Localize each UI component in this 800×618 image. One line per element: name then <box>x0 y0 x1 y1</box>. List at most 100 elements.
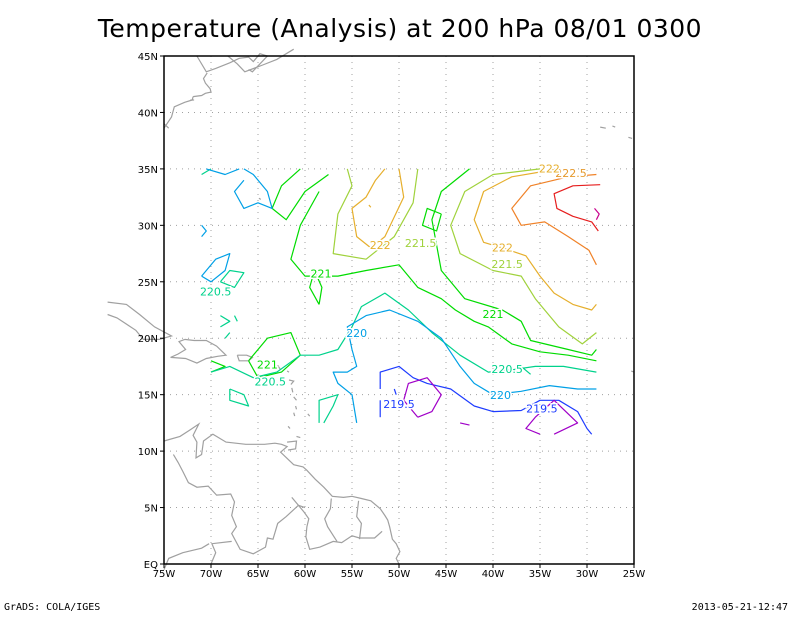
coastline <box>210 540 232 565</box>
y-tick-label: 5N <box>144 504 158 515</box>
coastline <box>296 435 301 439</box>
x-tick-label: 65W <box>247 569 270 580</box>
contour-line <box>511 173 597 266</box>
contour-line <box>271 168 329 221</box>
coastline <box>293 396 297 401</box>
contour-line <box>332 168 419 260</box>
coastline <box>612 125 616 128</box>
footer-credit: GrADS: COLA/IGES <box>4 602 101 613</box>
coastline <box>307 413 311 417</box>
contour-line <box>393 388 397 395</box>
contour-line <box>421 207 442 232</box>
contour-line <box>525 399 579 435</box>
coastline <box>286 370 290 373</box>
coastline <box>288 379 295 385</box>
contour-line <box>332 309 597 423</box>
coastline <box>227 48 295 73</box>
contour-line <box>224 332 231 339</box>
contour-label: 221 <box>257 359 278 372</box>
contour-line <box>379 365 593 435</box>
contour-line <box>431 168 597 356</box>
x-tick-label: 45W <box>435 569 458 580</box>
contour-label: 220 <box>490 389 511 402</box>
contour-line <box>594 208 600 220</box>
coastline <box>600 126 606 129</box>
contour-label: 219.5 <box>383 398 415 411</box>
contour-line <box>473 168 597 311</box>
coastline <box>258 197 262 200</box>
plot-frame <box>163 55 635 565</box>
contour-line <box>459 422 470 426</box>
coastline <box>163 543 210 570</box>
x-tick-label: 50W <box>388 569 411 580</box>
x-tick-label: 35W <box>529 569 552 580</box>
x-tick-label: 40W <box>482 569 505 580</box>
chart-title: Temperature (Analysis) at 200 hPa 08/01 … <box>97 14 703 43</box>
contour-label: 221 <box>310 267 331 280</box>
coastline <box>196 53 269 73</box>
contour-line <box>309 269 323 305</box>
contour-layer <box>201 168 601 435</box>
x-tick-label: 25W <box>623 569 646 580</box>
x-tick-label: 75W <box>153 569 176 580</box>
contour-line <box>318 394 339 424</box>
coastline <box>236 354 254 362</box>
axis-tick-layer: 75W 70W 65W 60W 55W 50W 45W 40W 35W 30W 25W EQ 5N 10N… <box>138 52 646 580</box>
contour-line <box>201 224 207 237</box>
contour-line <box>219 269 245 288</box>
coastline <box>287 440 298 451</box>
coastline <box>193 72 212 98</box>
contour-line <box>553 184 601 232</box>
y-tick-label: 30N <box>138 221 158 232</box>
contour-line <box>220 315 231 328</box>
contour-label: 220.5 <box>254 376 286 389</box>
contour-label: 222 <box>370 239 391 252</box>
coastline <box>287 425 291 429</box>
contour-line <box>450 168 597 345</box>
coastline <box>291 497 383 551</box>
contour-label: 221.5 <box>405 237 437 250</box>
y-tick-label: 45N <box>138 52 158 63</box>
contour-line <box>233 315 238 322</box>
contour-line <box>511 365 531 375</box>
contour-label: 222.5 <box>555 167 587 180</box>
coastline <box>170 338 228 364</box>
contour-line <box>368 204 372 208</box>
coastline <box>295 405 298 410</box>
contour-line <box>403 377 442 418</box>
contour-label: 220 <box>346 327 367 340</box>
y-tick-label: 10N <box>138 447 158 458</box>
contour-label: 220.5 <box>200 285 232 298</box>
footer-timestamp: 2013-05-21-12:47 <box>691 602 788 613</box>
y-tick-label: 25N <box>138 278 158 289</box>
contour-line <box>206 168 240 176</box>
x-tick-label: 70W <box>200 569 223 580</box>
coastline <box>324 498 338 542</box>
grid-layer <box>164 56 634 564</box>
contour-line <box>351 168 405 249</box>
contour-label: 221 <box>483 308 504 321</box>
x-tick-label: 30W <box>576 569 599 580</box>
coastline <box>107 301 174 340</box>
y-tick-label: 15N <box>138 391 158 402</box>
contour-line <box>229 388 250 407</box>
coastline <box>163 123 170 129</box>
coastline <box>172 454 306 555</box>
y-tick-label: 20N <box>138 334 158 345</box>
coastline <box>163 422 401 565</box>
contour-line <box>290 191 597 362</box>
coastline-layer <box>107 48 635 570</box>
contour-label: 222 <box>492 241 513 254</box>
y-tick-label: EQ <box>144 560 158 571</box>
contour-label: 222 <box>539 162 560 175</box>
contour-label: 219.5 <box>526 403 558 416</box>
y-tick-label: 35N <box>138 165 158 176</box>
contour-line <box>201 253 231 283</box>
x-tick-label: 55W <box>341 569 364 580</box>
coastline <box>291 387 294 393</box>
x-tick-label: 60W <box>294 569 317 580</box>
contour-label: 220.5 <box>491 363 523 376</box>
contour-line <box>233 168 273 209</box>
